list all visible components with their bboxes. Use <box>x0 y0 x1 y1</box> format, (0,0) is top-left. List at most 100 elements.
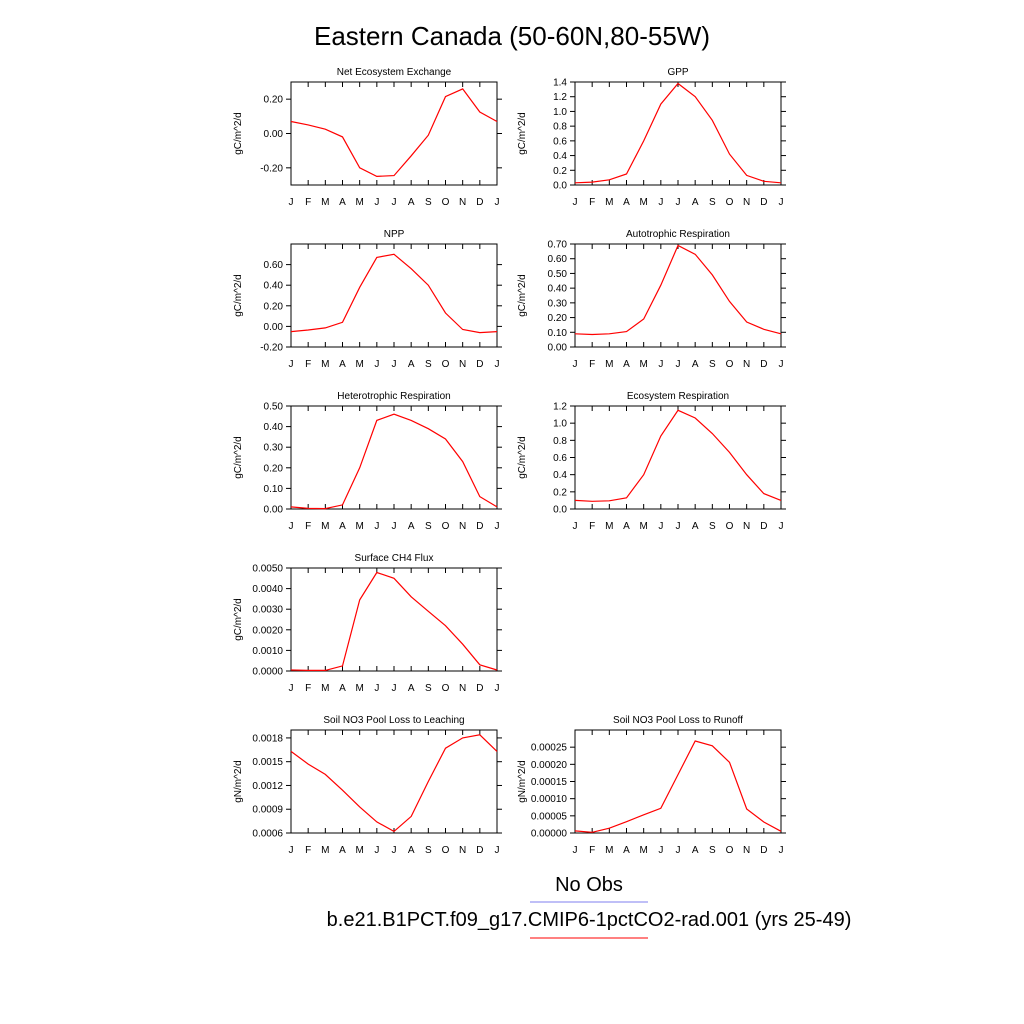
y-tick-label: 0.20 <box>264 463 284 474</box>
x-tick-label: S <box>709 197 716 208</box>
x-tick-label: J <box>495 359 500 370</box>
x-tick-label: J <box>392 359 397 370</box>
series-line <box>290 413 498 510</box>
page-title: Eastern Canada (50-60N,80-55W) <box>314 21 710 51</box>
x-tick-label: J <box>392 683 397 694</box>
y-tick-label: 0.0015 <box>252 757 283 768</box>
x-tick-label: N <box>459 521 466 532</box>
y-tick-label: 0.00 <box>264 129 284 140</box>
x-tick-label: J <box>289 359 294 370</box>
y-tick-label: -0.20 <box>260 163 283 174</box>
y-tick-label: 0.00 <box>548 343 568 354</box>
x-tick-label: J <box>573 845 578 856</box>
y-tick-label: 0.00020 <box>531 760 568 771</box>
y-tick-label: 0.6 <box>553 453 567 464</box>
plot-frame <box>290 81 498 186</box>
x-tick-label: D <box>760 845 767 856</box>
x-tick-label: M <box>321 683 329 694</box>
y-tick-label: 0.30 <box>264 443 284 454</box>
x-tick-label: A <box>623 845 630 856</box>
x-tick-label: N <box>459 845 466 856</box>
y-tick-label: 0.0010 <box>252 646 283 657</box>
plot-frame <box>574 243 782 348</box>
x-tick-label: J <box>676 521 681 532</box>
x-tick-label: M <box>355 845 363 856</box>
plot-frame <box>290 405 498 510</box>
x-tick-label: A <box>623 521 630 532</box>
x-tick-label: D <box>476 521 483 532</box>
x-tick-label: M <box>355 521 363 532</box>
x-tick-label: F <box>305 521 311 532</box>
x-tick-label: J <box>374 683 379 694</box>
series-line <box>290 734 498 833</box>
y-tick-label: 0.00010 <box>531 794 568 805</box>
y-tick-label: 0.0 <box>553 181 567 192</box>
y-tick-label: 0.20 <box>548 313 568 324</box>
series-line <box>290 571 498 672</box>
x-tick-label: A <box>339 359 346 370</box>
x-tick-label: S <box>709 521 716 532</box>
x-tick-label: O <box>726 521 734 532</box>
y-tick-label: 0.0012 <box>252 781 283 792</box>
x-tick-label: M <box>605 845 613 856</box>
series-line <box>574 409 782 502</box>
y-tick-label: 0.00005 <box>531 811 568 822</box>
x-tick-label: J <box>495 197 500 208</box>
x-tick-label: M <box>321 521 329 532</box>
panel-title: Soil NO3 Pool Loss to Runoff <box>613 715 743 726</box>
x-tick-label: J <box>779 521 784 532</box>
x-tick-label: M <box>639 845 647 856</box>
y-tick-label: 0.40 <box>264 281 284 292</box>
y-tick-label: 1.2 <box>553 402 567 413</box>
x-tick-label: A <box>408 521 415 532</box>
y-tick-label: 0.0018 <box>252 733 283 744</box>
x-tick-label: J <box>573 197 578 208</box>
x-tick-label: A <box>339 845 346 856</box>
x-tick-label: J <box>289 683 294 694</box>
x-tick-label: M <box>639 521 647 532</box>
x-tick-label: J <box>374 197 379 208</box>
y-tick-label: 0.0050 <box>252 564 283 575</box>
y-axis-label: gC/m^2/d <box>233 598 244 641</box>
x-tick-label: J <box>289 197 294 208</box>
y-axis-label: gC/m^2/d <box>233 436 244 479</box>
series-line <box>574 244 782 336</box>
x-tick-label: J <box>495 521 500 532</box>
y-tick-label: 0.60 <box>264 260 284 271</box>
x-tick-label: N <box>743 521 750 532</box>
y-tick-label: 0.00 <box>264 322 284 333</box>
y-tick-label: 0.4 <box>553 470 567 481</box>
y-tick-label: -0.20 <box>260 343 283 354</box>
y-tick-label: 0.50 <box>264 402 284 413</box>
plot-frame <box>574 729 782 834</box>
y-tick-label: 0.2 <box>553 487 567 498</box>
x-tick-label: S <box>425 845 432 856</box>
x-tick-label: D <box>760 197 767 208</box>
x-tick-label: O <box>726 197 734 208</box>
series-line <box>290 253 498 334</box>
x-tick-label: A <box>408 683 415 694</box>
plot-frame <box>574 81 782 186</box>
legend-obs-label: No Obs <box>555 874 623 896</box>
x-tick-label: O <box>442 359 450 370</box>
x-tick-label: F <box>589 197 595 208</box>
x-tick-label: D <box>476 845 483 856</box>
x-tick-label: F <box>305 359 311 370</box>
series-line <box>574 740 782 833</box>
y-tick-label: 0.8 <box>553 436 567 447</box>
y-axis-label: gC/m^2/d <box>233 274 244 317</box>
y-tick-label: 0.8 <box>553 122 567 133</box>
x-tick-label: J <box>374 521 379 532</box>
panel-title: Ecosystem Respiration <box>627 391 729 402</box>
x-tick-label: M <box>605 521 613 532</box>
x-tick-label: A <box>408 197 415 208</box>
x-tick-label: M <box>639 197 647 208</box>
x-tick-label: O <box>442 845 450 856</box>
x-tick-label: M <box>321 845 329 856</box>
x-tick-label: M <box>355 359 363 370</box>
